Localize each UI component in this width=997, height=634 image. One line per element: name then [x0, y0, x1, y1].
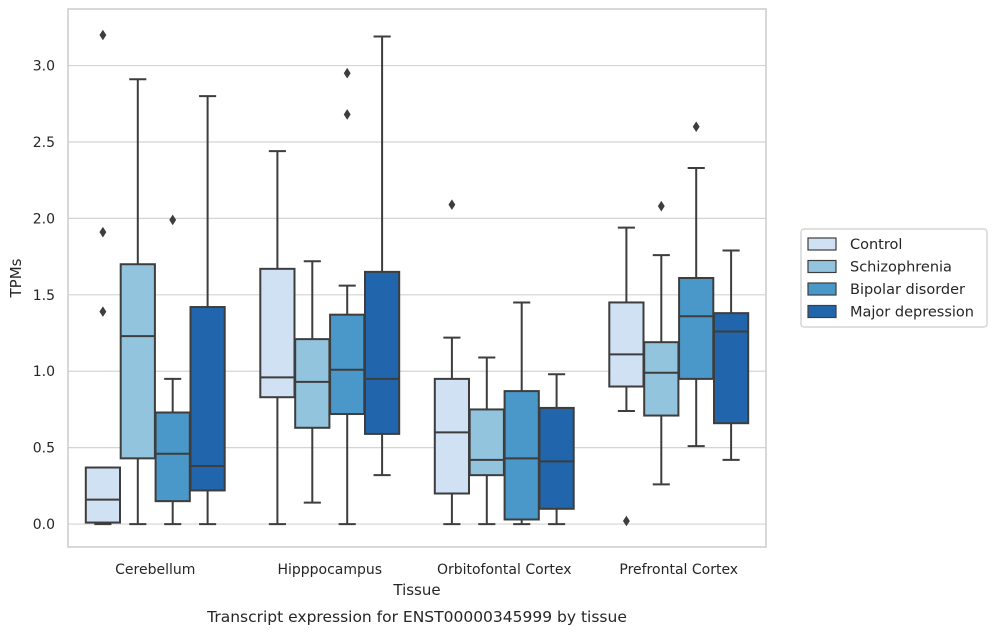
box-2-0	[433, 199, 471, 526]
outlier-point	[99, 226, 107, 238]
box-1-0	[259, 150, 296, 526]
iqr-box	[294, 338, 331, 429]
box-3-1	[643, 200, 680, 486]
box-2-1	[468, 356, 505, 526]
legend-label: Control	[850, 237, 902, 253]
outlier-point	[99, 306, 107, 317]
iqr-box	[538, 406, 575, 510]
iqr-box	[712, 312, 750, 425]
outlier-point	[622, 515, 630, 527]
chart-caption: Transcript expression for ENST0000034599…	[206, 608, 627, 626]
plot-area	[84, 29, 750, 527]
x-tick-label: Hipppocampus	[277, 562, 382, 578]
y-tick-label: 1.0	[33, 364, 55, 380]
box-1-3	[363, 35, 401, 477]
x-tick-label: Orbitofontal Cortex	[437, 562, 572, 578]
iqr-box	[643, 341, 680, 417]
x-axis-label: Tissue	[392, 581, 440, 599]
y-tick-label: 0.0	[33, 517, 55, 533]
legend-label: Bipolar disorder	[850, 282, 965, 298]
box-3-3	[712, 249, 750, 461]
outlier-point	[448, 199, 456, 210]
y-tick-label: 2.5	[33, 135, 55, 151]
legend-label: Schizophrenia	[850, 260, 952, 276]
y-tick-label: 1.5	[33, 288, 55, 304]
outlier-point	[99, 29, 107, 41]
legend-swatch	[807, 259, 837, 274]
box-2-2	[503, 301, 540, 526]
iqr-box	[468, 408, 505, 477]
box-2-3	[538, 373, 575, 526]
iqr-box	[433, 377, 471, 495]
legend-swatch	[807, 304, 837, 319]
outlier-point	[343, 109, 351, 120]
x-tick-label: Cerebellum	[115, 562, 195, 578]
x-axis-ticks: Cerebellum Hipppocampus Orbitofontal Corte…	[115, 562, 738, 578]
legend-swatch	[807, 282, 837, 296]
y-axis-label: TPMs	[7, 258, 25, 298]
box-1-2	[329, 67, 366, 526]
iqr-box	[503, 390, 540, 521]
iqr-box	[259, 267, 296, 399]
y-tick-label: 2.0	[33, 211, 55, 227]
y-axis-ticks: 0.0 0.5 1.0 1.5 2.0 2.5 3.0	[33, 59, 55, 534]
legend-swatch	[807, 237, 837, 251]
iqr-box	[363, 270, 401, 435]
y-tick-label: 3.0	[33, 59, 55, 75]
box-3-2	[678, 121, 715, 448]
legend-box	[800, 228, 988, 328]
box-3-0	[608, 226, 645, 527]
iqr-box	[678, 277, 715, 380]
plot-frame	[67, 8, 767, 548]
legend: Control Schizophrenia Bipolar disorder Majo…	[800, 228, 988, 328]
box-0-2	[154, 214, 191, 526]
box-0-0	[84, 29, 122, 526]
outlier-point	[657, 200, 665, 212]
outlier-point	[343, 67, 351, 79]
iqr-box	[608, 301, 645, 388]
iqr-box	[189, 306, 226, 492]
x-tick-label: Prefrontal Cortex	[619, 562, 738, 578]
legend-label: Major depression	[850, 305, 974, 321]
iqr-box	[119, 263, 156, 460]
y-tick-label: 0.5	[33, 441, 55, 457]
box-0-3	[189, 95, 226, 526]
outlier-point	[169, 214, 177, 226]
iqr-box	[329, 313, 366, 416]
iqr-box	[84, 466, 122, 524]
box-0-1	[119, 78, 156, 526]
iqr-box	[154, 411, 191, 503]
outlier-point	[692, 121, 700, 132]
box-1-1	[294, 260, 331, 504]
